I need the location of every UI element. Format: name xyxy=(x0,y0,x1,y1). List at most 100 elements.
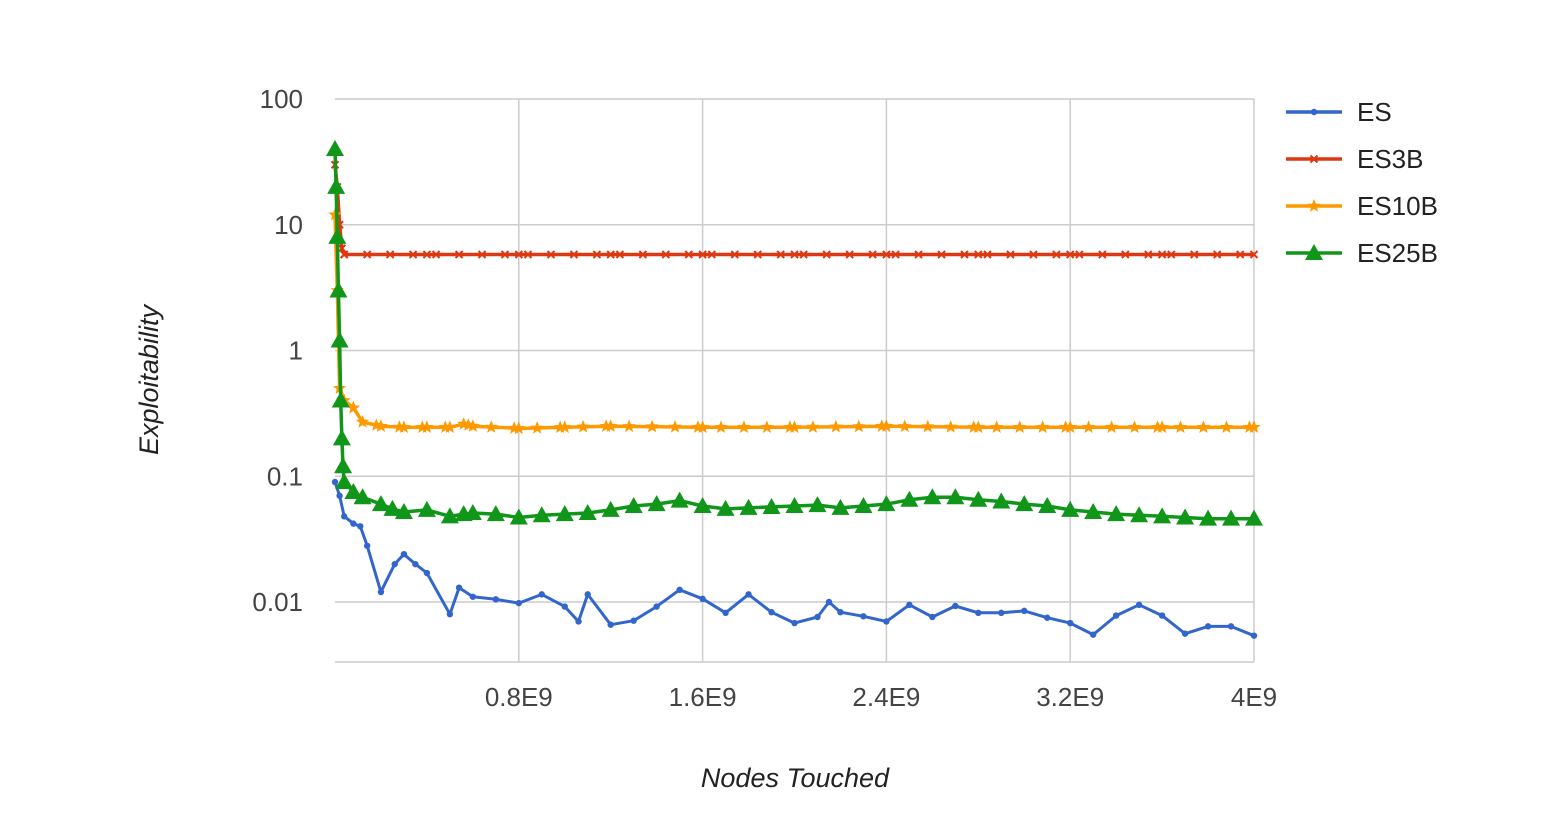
data-point xyxy=(374,419,388,432)
data-point xyxy=(1242,420,1257,433)
data-point xyxy=(630,617,637,624)
data-point xyxy=(1036,420,1050,433)
data-point xyxy=(601,500,620,517)
data-point xyxy=(484,420,498,433)
data-point xyxy=(1307,199,1321,212)
data-point xyxy=(514,250,524,259)
data-point xyxy=(1236,250,1245,259)
data-point xyxy=(546,250,556,259)
data-point xyxy=(1150,420,1165,433)
data-point xyxy=(461,418,475,431)
data-point xyxy=(946,488,965,505)
data-point xyxy=(992,492,1011,509)
series-line xyxy=(333,164,1254,257)
data-point xyxy=(698,250,707,259)
data-point xyxy=(837,608,844,616)
data-point xyxy=(882,250,891,259)
data-point xyxy=(515,599,522,607)
data-point xyxy=(806,420,820,433)
data-point xyxy=(1305,244,1323,260)
data-point xyxy=(868,250,877,259)
data-point xyxy=(791,619,798,627)
data-point xyxy=(423,569,431,577)
data-point xyxy=(668,420,682,433)
data-point xyxy=(330,331,349,348)
series-es10b xyxy=(328,207,1261,435)
data-point xyxy=(1190,250,1199,259)
y-axis-title: Exploitability xyxy=(134,303,164,455)
data-point xyxy=(383,499,402,516)
x-tick-label: 3.2E9 xyxy=(1036,682,1104,712)
data-point xyxy=(1130,506,1149,523)
plot-area xyxy=(326,140,1263,639)
data-point xyxy=(1227,623,1235,630)
data-point xyxy=(929,613,936,621)
data-point xyxy=(1084,502,1103,519)
data-point xyxy=(1081,420,1096,433)
data-point xyxy=(1158,612,1166,619)
data-point xyxy=(415,420,429,433)
data-point xyxy=(328,227,347,244)
data-point xyxy=(1013,420,1027,433)
legend-item-es25b: ES25B xyxy=(1286,238,1438,268)
data-point xyxy=(466,419,480,432)
data-point xyxy=(1098,250,1107,259)
data-point xyxy=(417,500,436,517)
data-point xyxy=(760,420,774,433)
data-point xyxy=(670,491,689,508)
data-point xyxy=(960,250,969,259)
data-point xyxy=(883,618,890,625)
data-point xyxy=(944,420,958,433)
data-point xyxy=(860,613,867,620)
data-point xyxy=(622,419,636,433)
data-point xyxy=(1044,614,1051,621)
data-point xyxy=(344,482,363,499)
data-point xyxy=(350,520,357,527)
data-point xyxy=(615,250,625,259)
data-point xyxy=(607,621,614,628)
data-point xyxy=(898,419,912,433)
data-point xyxy=(329,281,348,298)
data-point xyxy=(1065,250,1075,259)
data-point xyxy=(921,419,935,433)
series-es25b xyxy=(326,140,1263,526)
data-point xyxy=(1075,250,1084,259)
data-point xyxy=(362,250,372,259)
data-point xyxy=(606,250,615,259)
data-point xyxy=(553,420,567,434)
data-point xyxy=(745,591,752,598)
data-point xyxy=(707,250,716,259)
x-axis-title: Nodes Touched xyxy=(701,763,890,793)
data-point xyxy=(990,420,1004,433)
data-point xyxy=(408,250,418,259)
data-point xyxy=(326,140,344,157)
legend-label: ES10B xyxy=(1357,191,1438,221)
data-point xyxy=(454,250,464,259)
data-point xyxy=(974,250,983,259)
legend-item-es: ES xyxy=(1286,97,1392,127)
data-point xyxy=(776,250,785,259)
y-tick-label: 100 xyxy=(260,84,303,114)
data-point xyxy=(983,250,992,259)
data-point xyxy=(1127,420,1142,433)
data-point xyxy=(337,244,347,253)
data-point xyxy=(334,457,353,474)
data-point xyxy=(578,504,597,521)
data-point xyxy=(684,250,694,259)
data-point xyxy=(822,250,831,259)
data-point xyxy=(737,420,751,433)
data-point xyxy=(569,250,579,259)
data-point xyxy=(693,496,712,513)
data-point xyxy=(1015,495,1034,512)
series-es xyxy=(331,478,1258,639)
data-point xyxy=(575,618,582,625)
data-point xyxy=(1104,420,1119,433)
data-point xyxy=(998,609,1005,617)
data-point xyxy=(369,418,383,431)
x-tick-label: 0.8E9 xyxy=(485,682,553,712)
series-line xyxy=(333,148,1254,521)
data-point xyxy=(592,250,602,259)
data-point xyxy=(438,420,452,433)
data-point xyxy=(768,608,775,616)
data-point xyxy=(661,250,671,259)
